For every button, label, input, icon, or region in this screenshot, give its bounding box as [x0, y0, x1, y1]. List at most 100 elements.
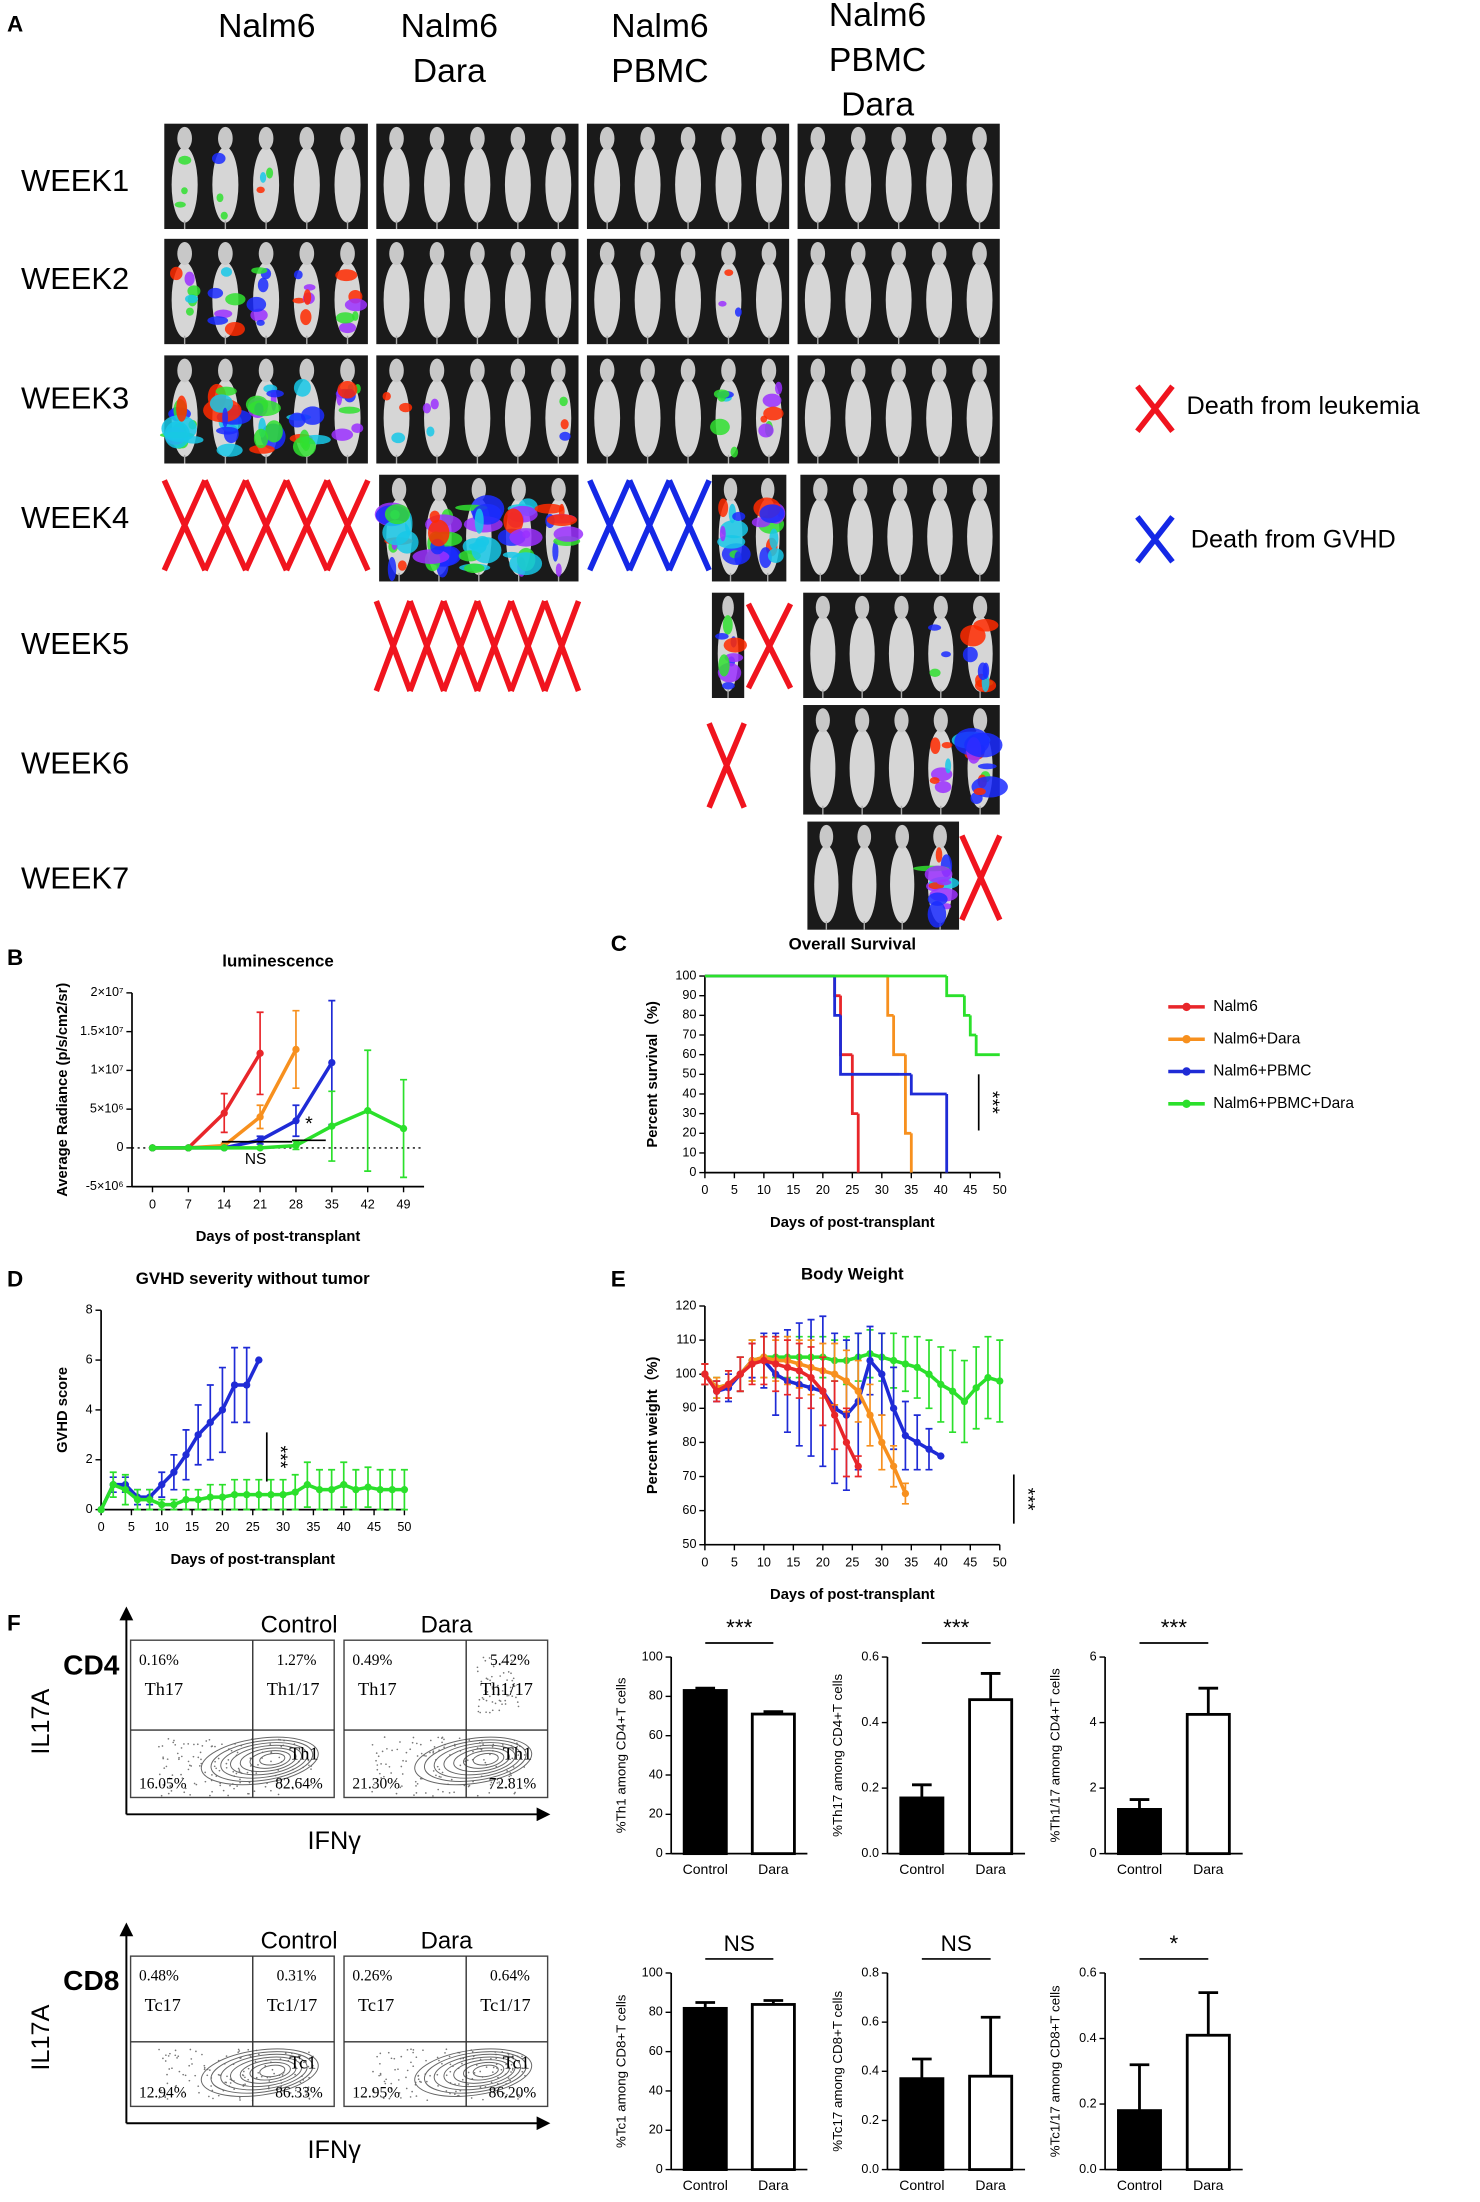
panel-label: F [7, 1611, 21, 1636]
mouse-body [504, 262, 531, 338]
error-bar [912, 1783, 932, 1798]
signal-spot [170, 266, 183, 281]
event-dot [491, 1745, 494, 1748]
data-point [184, 1144, 193, 1152]
event-dot [491, 1709, 494, 1712]
mouse-body [926, 262, 953, 338]
data-point [256, 1113, 264, 1121]
mouse-body [810, 729, 836, 808]
column-header: Nalm6 [829, 0, 926, 34]
survival-step [892, 1015, 906, 1057]
event-dot [208, 2095, 210, 2098]
event-dot [253, 1790, 256, 1793]
event-dot [387, 2051, 390, 2054]
signal-spot [546, 514, 578, 526]
signal-spot [560, 419, 569, 430]
event-dot [405, 2076, 407, 2079]
mouse-head [815, 708, 830, 733]
data-point [866, 1411, 874, 1419]
mouse-head [258, 241, 274, 266]
death-mark [441, 600, 481, 692]
event-dot [399, 1741, 401, 1743]
signal-spot [718, 654, 730, 677]
event-dot [416, 1783, 419, 1785]
legend-label: Nalm6 [1213, 998, 1258, 1015]
event-dot [511, 2069, 514, 2071]
event-dot [379, 2074, 382, 2076]
bar [750, 2003, 796, 2171]
mouse-head [431, 477, 447, 502]
data-point [913, 1438, 921, 1447]
event-dot [498, 1709, 501, 1712]
error-bar [1198, 1686, 1219, 1715]
death-mark [161, 479, 208, 572]
event-dot [449, 2070, 452, 2073]
data-point [364, 1483, 372, 1491]
column-header: Nalm6 [218, 7, 315, 45]
event-dot [461, 2078, 464, 2081]
event-dot [506, 2094, 508, 2096]
signal-spot [534, 503, 564, 514]
column-header: PBMC [611, 52, 708, 90]
event-dot [219, 2074, 221, 2077]
event-dot [237, 2051, 240, 2054]
event-dot [300, 1778, 303, 1780]
y-tick-label: 100 [675, 968, 696, 982]
event-dot [208, 2069, 211, 2071]
event-dot [516, 1701, 519, 1703]
quadrant-label: 0.64% [490, 1968, 530, 1985]
event-dot [270, 1760, 272, 1763]
data-point [996, 1377, 1004, 1385]
mouse-head [933, 595, 948, 620]
death-mark [407, 600, 447, 692]
event-dot [178, 2070, 181, 2073]
x-tick-label: Dara [1193, 2177, 1224, 2193]
legend-marker [1182, 1002, 1191, 1012]
signal-spot [767, 548, 784, 563]
event-dot [523, 1754, 526, 1756]
panel-label: A [7, 11, 23, 36]
legend-label: Death from GVHD [1191, 525, 1396, 553]
contour [220, 2053, 308, 2091]
x-tick-label: 49 [397, 1197, 411, 1211]
event-dot [481, 1696, 484, 1699]
event-dot [239, 2099, 241, 2101]
event-dot [511, 1757, 514, 1760]
event-dot [498, 1699, 501, 1702]
y-axis-label: Percent survival（%) [643, 1001, 661, 1148]
error-bar [912, 2057, 932, 2079]
y-tick-label: 90 [682, 988, 696, 1002]
mouse-head [894, 708, 909, 733]
event-dot [257, 1763, 259, 1766]
death-mark [666, 479, 712, 572]
signal-spot [734, 551, 742, 565]
data-point [819, 1387, 827, 1395]
event-dot [160, 2089, 163, 2092]
mouse-head [551, 477, 566, 502]
y-tick-label: 2×10⁷ [91, 985, 124, 999]
event-dot [372, 2088, 375, 2091]
x-tick-label: 35 [904, 1555, 918, 1569]
mouse-head [429, 358, 445, 383]
signal-spot [559, 396, 568, 407]
mouse-body [634, 262, 661, 338]
mouse-body [810, 615, 836, 692]
data-point [772, 1360, 780, 1368]
event-dot [167, 1792, 170, 1795]
mouse-head [931, 358, 947, 383]
event-dot [436, 1765, 439, 1768]
event-dot [492, 1665, 495, 1668]
event-dot [448, 2055, 451, 2058]
bar [899, 2077, 945, 2171]
data-point [748, 1360, 756, 1368]
signal-spot [973, 787, 986, 796]
event-dot [501, 1689, 504, 1692]
signal-spot [929, 777, 940, 784]
event-dot [406, 2069, 409, 2072]
signal-spot [935, 847, 943, 863]
signal-spot [293, 378, 311, 397]
event-dot [203, 2066, 206, 2069]
event-dot [198, 1765, 201, 1767]
data-point [937, 1380, 945, 1389]
event-dot [201, 1745, 204, 1747]
